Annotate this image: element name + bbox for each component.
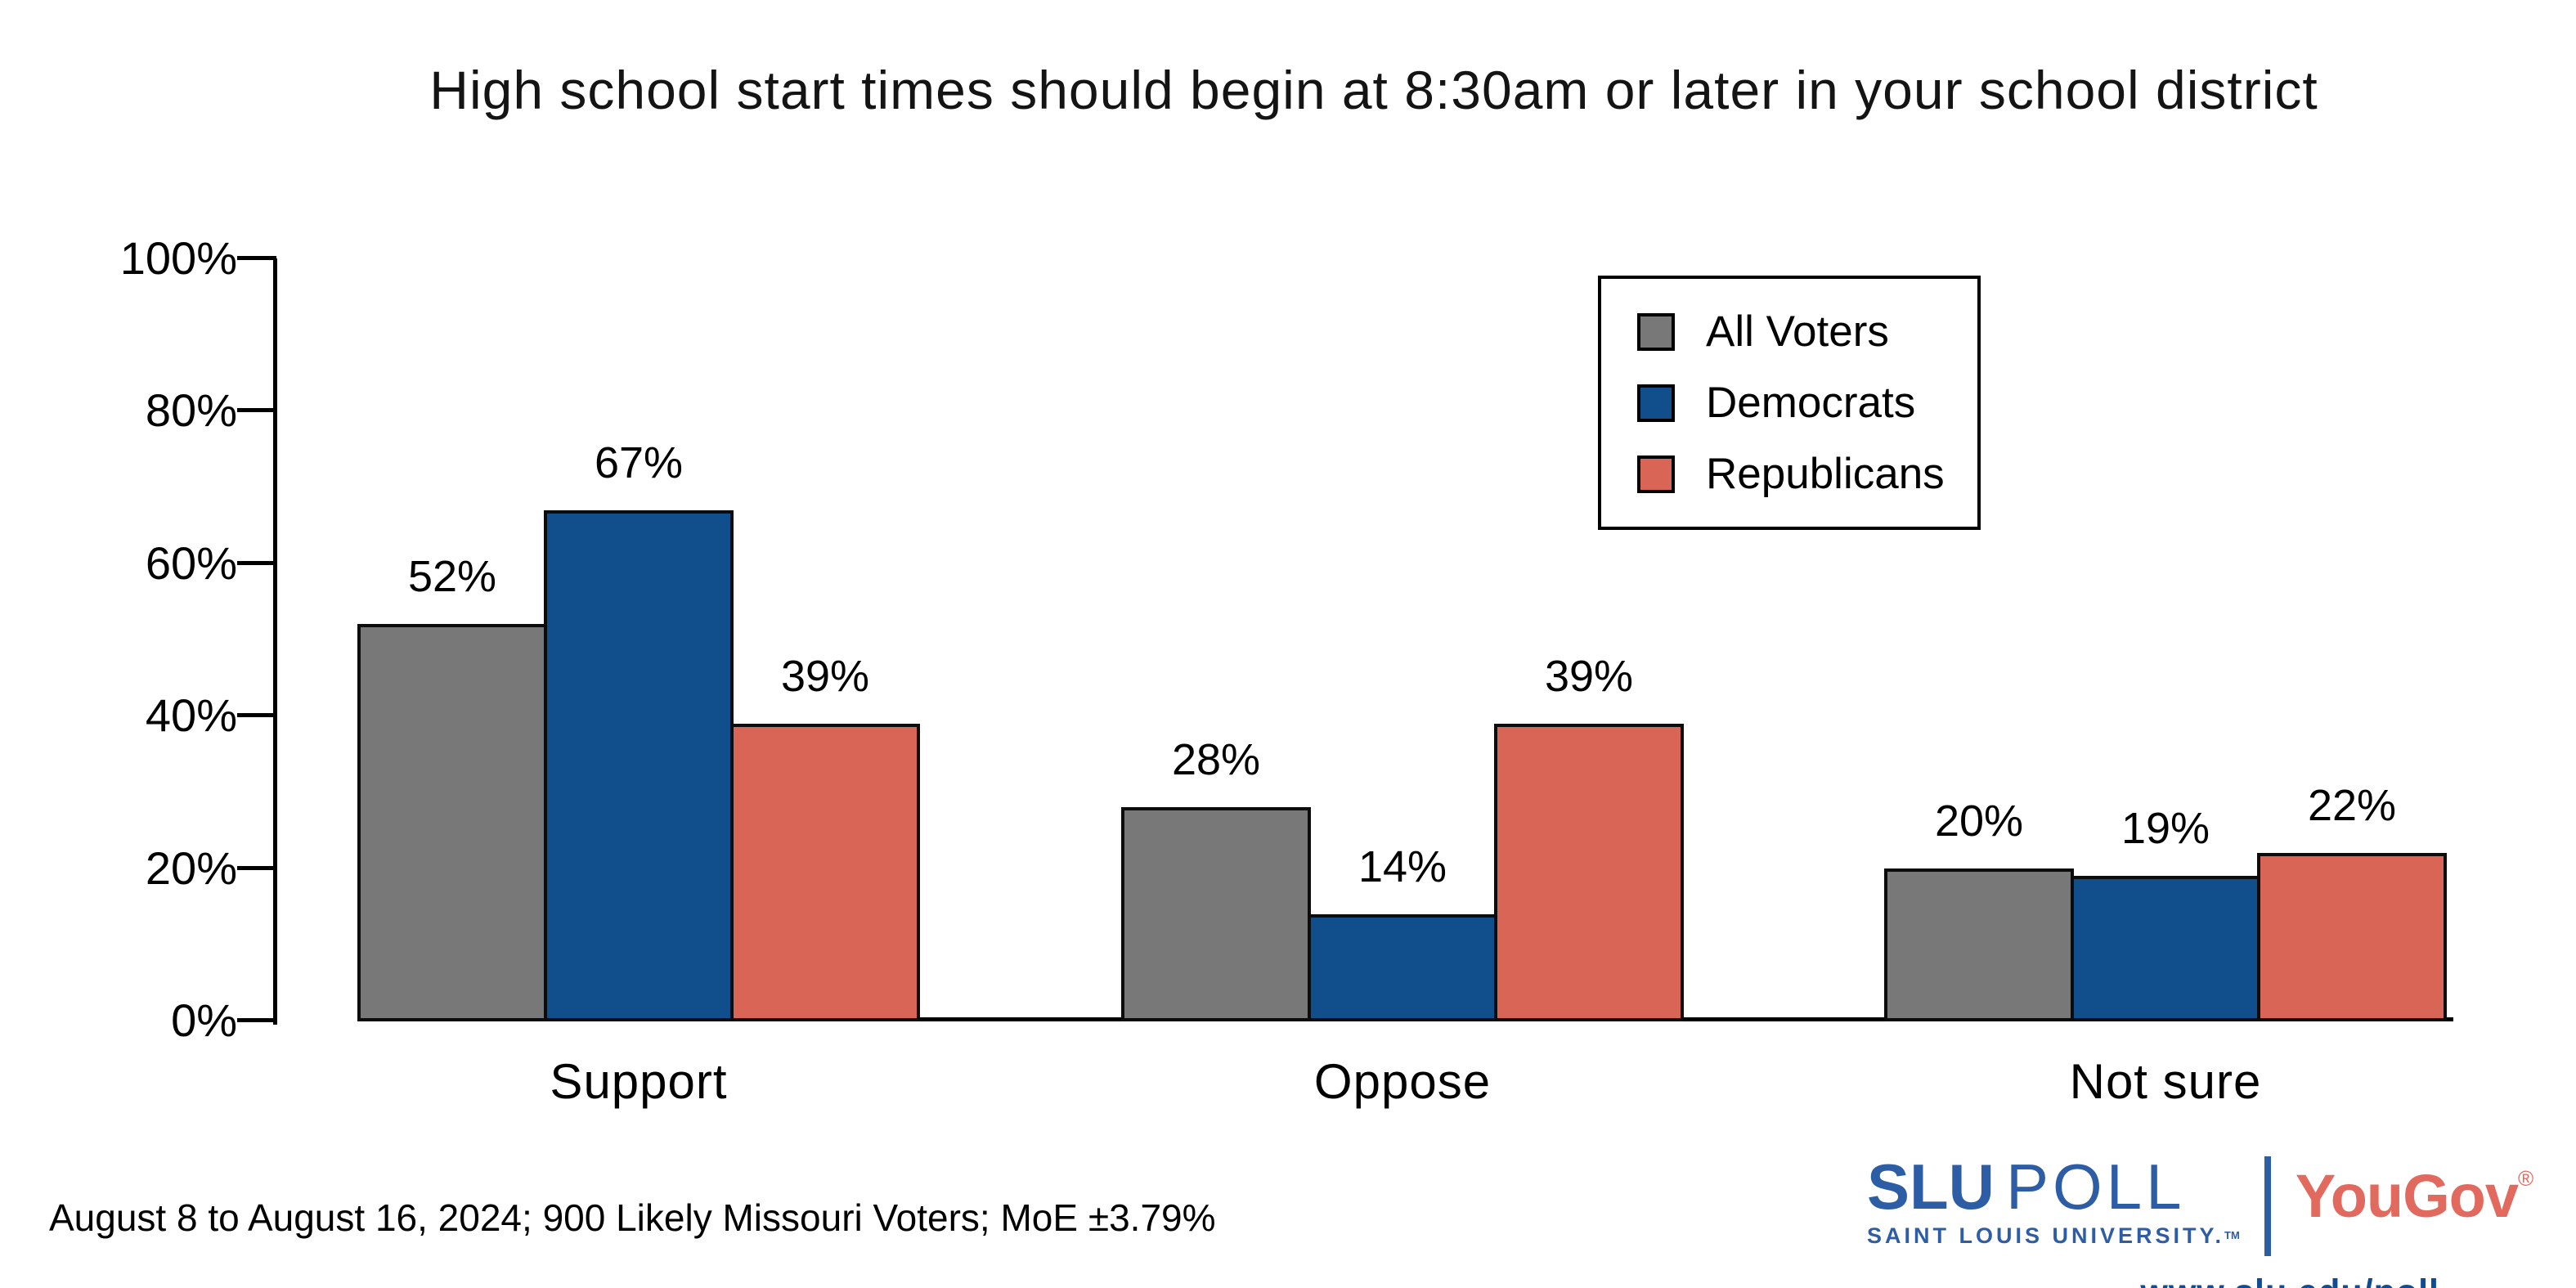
slu-poll-logo: SLU POLL SAINT LOUIS UNIVERSITY.TM (1867, 1155, 2240, 1248)
legend-label-democrats: Democrats (1706, 379, 1916, 427)
legend-swatch-republicans (1637, 455, 1675, 493)
bar-value-republicans-oppose: 39% (1544, 651, 1634, 701)
legend-label-all-voters: All Voters (1706, 307, 1889, 356)
bar-value-all-voters-not-sure: 20% (1934, 796, 2024, 846)
bar-democrats-oppose (1308, 913, 1497, 1021)
trademark-mark: TM (2224, 1229, 2240, 1241)
bar-value-republicans-support: 39% (780, 651, 870, 701)
bar-all-voters-not-sure (1884, 868, 2074, 1021)
bar-value-all-voters-oppose: 28% (1171, 735, 1261, 785)
bar-democrats-not-sure (2071, 875, 2260, 1021)
slu-subtitle: SAINT LOUIS UNIVERSITY.TM (1867, 1223, 2240, 1248)
bar-democrats-support (544, 509, 734, 1021)
slu-subtitle-text: SAINT LOUIS UNIVERSITY. (1867, 1223, 2225, 1248)
legend: All Voters Democrats Republicans (1598, 276, 1981, 530)
y-tick-mark-40% (237, 713, 276, 718)
bar-value-democrats-not-sure: 19% (2120, 803, 2210, 853)
legend-item-all-voters: All Voters (1637, 307, 1977, 357)
legend-swatch-democrats (1637, 384, 1675, 422)
registered-mark: ® (2518, 1166, 2534, 1191)
y-tick-mark-100% (237, 256, 276, 260)
yougov-wordmark: YouGov (2295, 1162, 2519, 1230)
legend-item-democrats: Democrats (1637, 378, 1977, 428)
bar-value-all-voters-support: 52% (407, 552, 497, 602)
category-label-not-sure: Not sure (2069, 1054, 2262, 1109)
chart-title: High school start times should begin at … (429, 60, 2318, 120)
branding-block: SLU POLL SAINT LOUIS UNIVERSITY.TM YouGov… (1867, 1155, 2533, 1288)
bar-republicans-oppose (1494, 723, 1684, 1021)
poll-wordmark: POLL (2006, 1151, 2186, 1223)
y-tick-mark-60% (237, 560, 276, 565)
yougov-logo: YouGov® (2296, 1155, 2533, 1227)
legend-swatch-all-voters (1637, 312, 1675, 351)
bar-republicans-support (730, 723, 920, 1021)
y-tick-label-20%: 20% (145, 841, 237, 894)
slu-poll-url[interactable]: www.slu.edu/poll (1867, 1272, 2439, 1288)
y-tick-mark-80% (237, 408, 276, 413)
y-tick-label-100%: 100% (119, 232, 237, 284)
y-tick-label-0%: 0% (171, 994, 237, 1046)
category-label-support: Support (550, 1054, 728, 1109)
category-label-oppose: Oppose (1313, 1054, 1492, 1109)
footnote: August 8 to August 16, 2024; 900 Likely … (49, 1196, 1216, 1239)
legend-label-republicans: Republicans (1706, 450, 1945, 498)
bar-all-voters-oppose (1121, 807, 1311, 1021)
bar-all-voters-support (357, 624, 547, 1021)
y-tick-label-40%: 40% (145, 689, 237, 742)
y-tick-label-80%: 80% (145, 384, 237, 437)
bar-republicans-not-sure (2257, 852, 2447, 1021)
legend-item-republicans: Republicans (1637, 449, 1977, 499)
y-tick-mark-0% (237, 1018, 276, 1022)
brand-divider (2264, 1156, 2271, 1256)
y-axis-line (273, 258, 277, 1025)
y-tick-mark-20% (237, 865, 276, 870)
bar-value-democrats-support: 67% (594, 438, 684, 487)
bar-value-republicans-not-sure: 22% (2307, 780, 2397, 830)
bar-value-democrats-oppose: 14% (1358, 841, 1447, 891)
slu-wordmark: SLU (1867, 1151, 1995, 1223)
y-tick-label-60%: 60% (145, 536, 237, 589)
